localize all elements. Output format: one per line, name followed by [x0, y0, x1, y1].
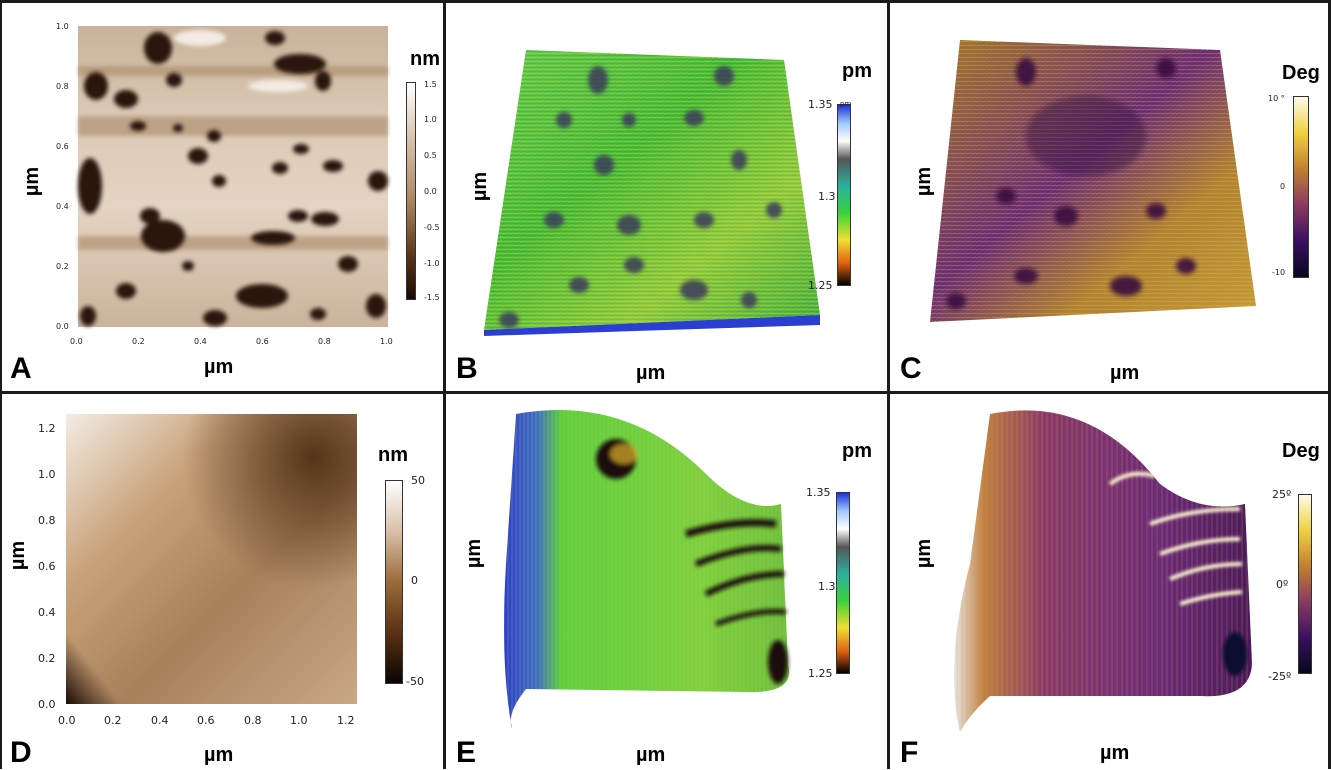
- panel-a-xaxis-label: µm: [204, 356, 234, 378]
- panel-a-letter: A: [10, 352, 32, 385]
- ytick: 0.2: [56, 262, 69, 271]
- ytick: 1.2: [38, 422, 56, 435]
- panel-c-letter: C: [900, 352, 922, 385]
- ytick: 1.0: [56, 22, 69, 31]
- panel-f-colorbar: [1298, 494, 1312, 674]
- ytick: 1.0: [38, 468, 56, 481]
- ytick: 0.0: [56, 322, 69, 331]
- panel-d-topography-image: [66, 414, 357, 704]
- panel-f-colorbar-unit: Deg: [1282, 440, 1320, 462]
- panel-c-colorbar-unit: Deg: [1282, 62, 1320, 84]
- cbar-tick: 25º: [1272, 488, 1292, 501]
- cbar-tick: -0.5: [424, 223, 440, 232]
- cbar-tick: 1.25: [808, 279, 833, 292]
- cbar-tick: 1.25: [808, 667, 833, 680]
- panel-e-colorbar-unit: pm: [842, 440, 872, 462]
- panel-a-yaxis-label: µm: [21, 166, 44, 197]
- ytick: 0.4: [38, 606, 56, 619]
- panel-b-3d-surface: [484, 50, 820, 336]
- panel-e-xaxis-label: µm: [636, 744, 666, 766]
- panel-e-yaxis-label: µm: [463, 538, 486, 569]
- panel-b: µm µm pm 1.35 pm 1.3 1.25 B: [446, 0, 887, 391]
- ytick: 0.4: [56, 202, 69, 211]
- xtick: 1.0: [290, 714, 308, 727]
- panel-d-colorbar: [385, 480, 403, 684]
- panel-d: 0.0 0.2 0.4 0.6 0.8 1.0 1.2 0.0 0.2 0.4 …: [0, 394, 443, 769]
- panel-b-yaxis-label: µm: [469, 171, 492, 202]
- cbar-top-suffix: pm: [840, 100, 852, 108]
- xtick: 0.6: [256, 337, 269, 346]
- cbar-tick: 1.3: [818, 580, 836, 593]
- xtick: 0.4: [151, 714, 169, 727]
- divider-middle: [0, 391, 1331, 394]
- panel-f: µm µm Deg 25º 0º -25º F: [890, 394, 1328, 769]
- cbar-tick: 1.5: [424, 80, 437, 89]
- cbar-tick: 10 °: [1268, 94, 1285, 103]
- panel-a-colorbar-unit: nm: [410, 48, 440, 70]
- divider-left: [0, 0, 2, 769]
- panel-d-letter: D: [10, 736, 32, 769]
- divider-1: [443, 0, 446, 769]
- panel-a-colorbar: [406, 82, 416, 300]
- cbar-tick: -25º: [1268, 670, 1292, 683]
- panel-e-colorbar: [836, 492, 850, 674]
- divider-top: [0, 0, 1331, 3]
- xtick: 0.4: [194, 337, 207, 346]
- cbar-tick: 0º: [1276, 578, 1289, 591]
- cbar-tick: -1.0: [424, 259, 440, 268]
- panel-b-letter: B: [456, 352, 478, 385]
- cbar-tick: 1.0: [424, 115, 437, 124]
- divider-right: [1328, 0, 1331, 769]
- panel-a-topography-image: [78, 26, 388, 327]
- cbar-tick: 0: [411, 574, 418, 587]
- panel-d-xaxis-label: µm: [204, 744, 234, 766]
- ytick: 0.8: [38, 514, 56, 527]
- ytick: 0.6: [38, 560, 56, 573]
- panel-e: µm µm pm 1.35 1.3 1.25 E: [446, 394, 887, 769]
- cbar-tick: 1.3: [818, 190, 836, 203]
- cbar-tick: 0: [1280, 182, 1286, 191]
- ytick: 0.8: [56, 82, 69, 91]
- panel-d-colorbar-unit: nm: [378, 444, 408, 466]
- cbar-tick: -1.5: [424, 293, 440, 302]
- xtick: 0.6: [197, 714, 215, 727]
- xtick: 0.2: [132, 337, 145, 346]
- cbar-tick: -50: [406, 675, 424, 688]
- panel-b-xaxis-label: µm: [636, 362, 666, 384]
- panel-b-colorbar-unit: pm: [842, 60, 872, 82]
- xtick: 0.8: [244, 714, 262, 727]
- xtick: 0.2: [104, 714, 122, 727]
- panel-e-letter: E: [456, 736, 477, 769]
- panel-c-3d-phase-surface: [930, 40, 1256, 322]
- panel-f-3d-phase-surface: [953, 410, 1252, 732]
- panel-c-xaxis-label: µm: [1110, 362, 1140, 384]
- xtick: 0.0: [70, 337, 83, 346]
- panel-c: µm µm Deg 10 ° 0 -10 C: [890, 0, 1328, 391]
- panel-f-xaxis-label: µm: [1100, 742, 1130, 764]
- panel-a: 0.0 0.2 0.4 0.6 0.8 1.0 0.0 0.2 0.4 0.6 …: [0, 0, 443, 391]
- panel-f-letter: F: [900, 736, 919, 769]
- cbar-tick: 50: [411, 474, 425, 487]
- panel-c-colorbar: [1293, 96, 1309, 278]
- panel-b-colorbar: [837, 104, 851, 286]
- panel-f-yaxis-label: µm: [913, 538, 936, 569]
- panel-c-yaxis-label: µm: [913, 166, 936, 197]
- cbar-tick: -10: [1272, 268, 1286, 277]
- xtick: 0.0: [58, 714, 76, 727]
- panel-e-3d-surface: [504, 410, 790, 729]
- xtick: 0.8: [318, 337, 331, 346]
- ytick: 0.0: [38, 698, 56, 711]
- divider-2: [887, 0, 890, 769]
- xtick: 1.2: [337, 714, 355, 727]
- panel-d-yaxis-label: µm: [7, 540, 30, 571]
- ytick: 0.2: [38, 652, 56, 665]
- ytick: 0.6: [56, 142, 69, 151]
- cbar-tick: 0.0: [424, 187, 437, 196]
- cbar-tick: 1.35: [806, 486, 831, 499]
- xtick: 1.0: [380, 337, 393, 346]
- cbar-tick: 0.5: [424, 151, 437, 160]
- cbar-tick: 1.35: [808, 98, 833, 111]
